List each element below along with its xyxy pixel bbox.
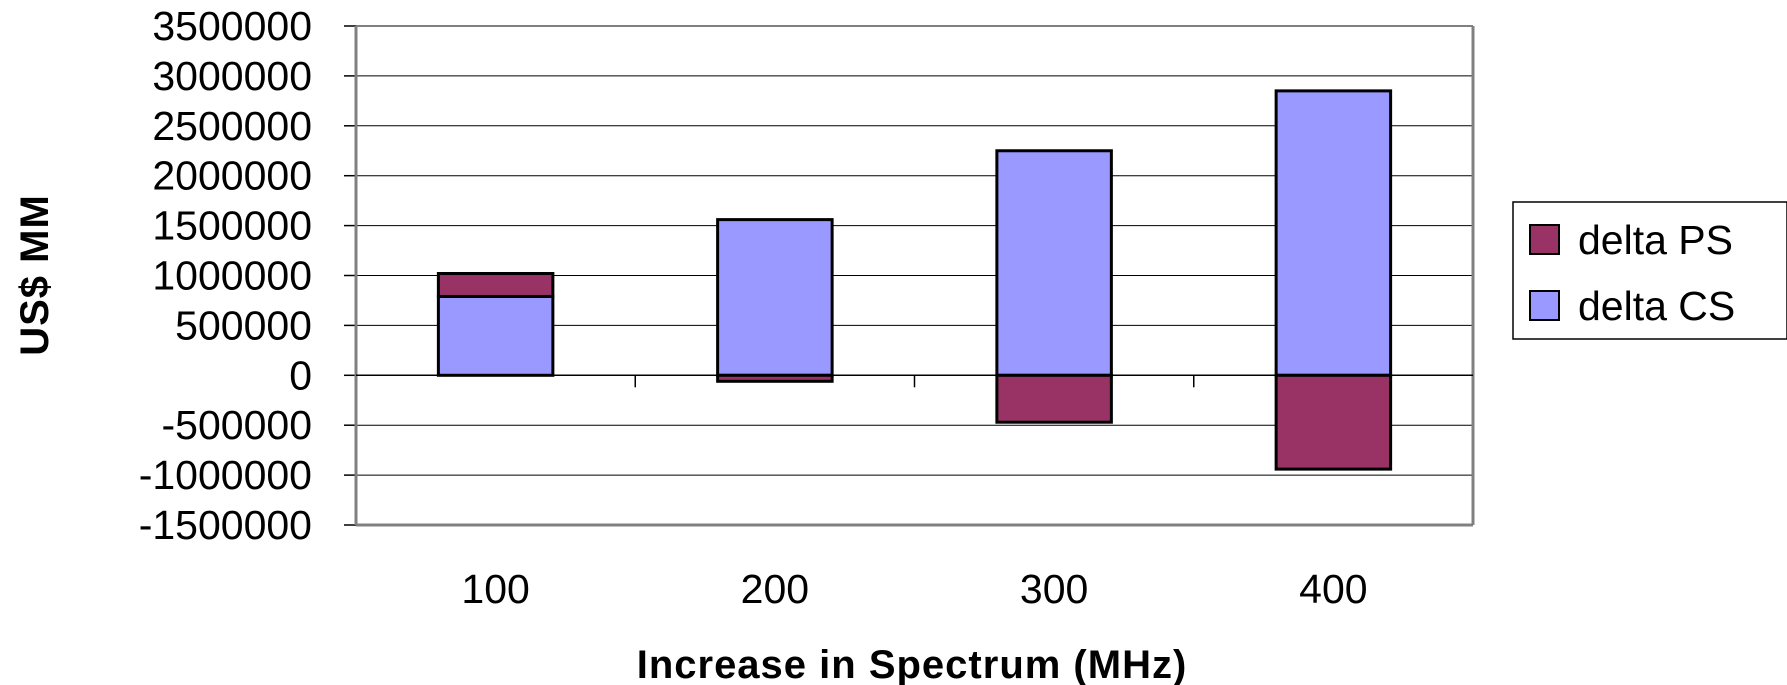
axes	[354, 25, 1475, 527]
x-tick-labels: 100 200 300 400	[461, 566, 1367, 612]
legend-swatch-delta-cs	[1529, 290, 1560, 321]
bar-delta-ps-100	[436, 272, 555, 298]
x-tick-label: 400	[1299, 566, 1367, 612]
y-tick-label: 3500000	[152, 3, 312, 49]
bar-delta-ps-400	[1274, 373, 1393, 471]
bars	[436, 89, 1393, 471]
y-tick-label: 2000000	[152, 153, 312, 199]
y-tick-label: 1000000	[152, 253, 312, 299]
bar-delta-cs-400	[1274, 89, 1393, 377]
bar-delta-cs-100	[436, 294, 555, 377]
y-tick-label: 1500000	[152, 203, 312, 249]
legend-label: delta PS	[1578, 217, 1733, 263]
legend-swatch-delta-ps	[1529, 224, 1560, 255]
x-axis-title: Increase in Spectrum (MHz)	[637, 643, 1188, 685]
y-tick-label: 3000000	[152, 53, 312, 99]
y-tick-labels: 3500000300000025000002000000150000010000…	[139, 3, 312, 548]
y-tick-label: -1500000	[139, 502, 312, 548]
y-tick-label: -500000	[162, 402, 312, 448]
bar-delta-cs-300	[995, 149, 1113, 377]
x-tick-label: 100	[461, 566, 529, 612]
bar-delta-ps-200	[716, 373, 834, 383]
bar-delta-ps-300	[995, 373, 1113, 424]
x-tick-label: 200	[741, 566, 809, 612]
x-tick-label: 300	[1020, 566, 1088, 612]
y-tick-label: 500000	[175, 302, 312, 348]
bar-delta-cs-200	[716, 218, 834, 377]
y-tick-label: -1000000	[139, 452, 312, 498]
legend-label: delta CS	[1578, 283, 1735, 329]
y-tick-label: 2500000	[152, 103, 312, 149]
y-tick-label: 0	[289, 352, 312, 398]
legend: delta PS delta CS	[1512, 201, 1787, 340]
y-axis-title: US$ MM	[13, 194, 57, 356]
